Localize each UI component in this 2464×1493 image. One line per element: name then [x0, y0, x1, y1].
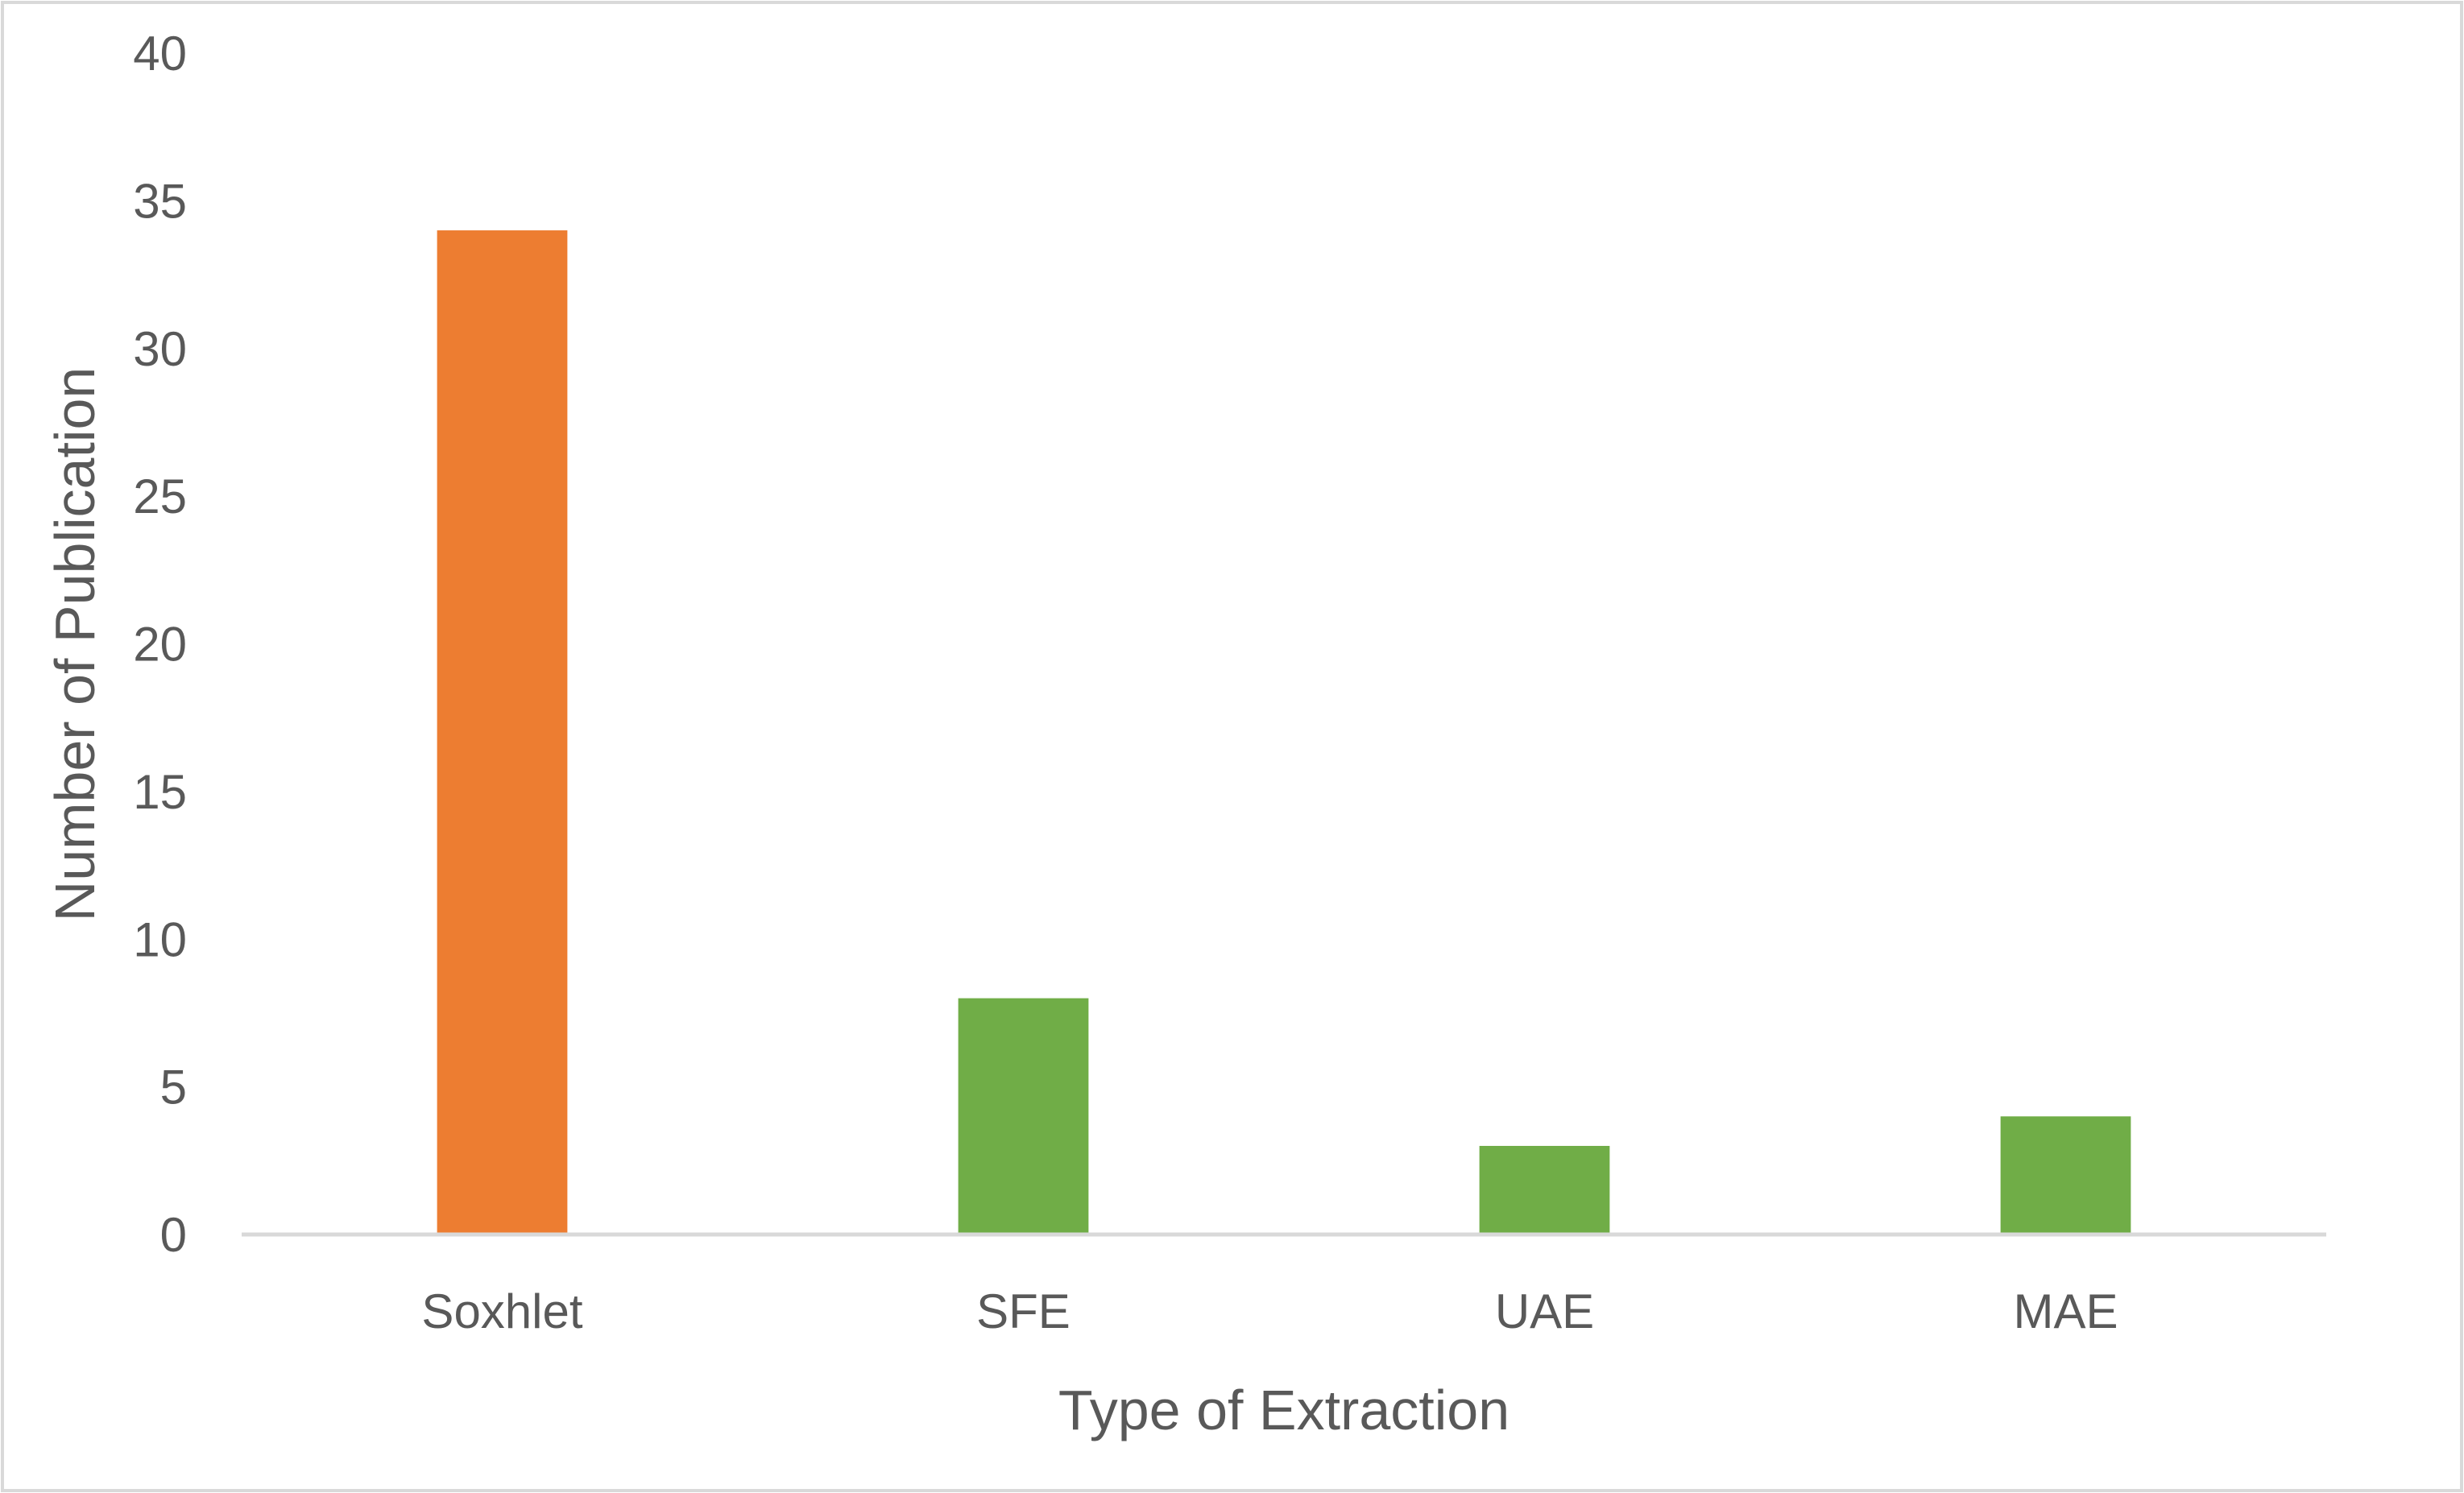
y-tick-label: 15 [133, 765, 187, 819]
x-axis: Soxhlet SFE UAE MAE [421, 1284, 2118, 1338]
x-axis-title: Type of Extraction [1058, 1379, 1509, 1441]
y-tick-label: 20 [133, 618, 187, 672]
x-tick-label: SFE [976, 1284, 1070, 1338]
y-tick-label: 10 [133, 912, 187, 966]
y-tick-label: 30 [133, 322, 187, 376]
bar-sfe [958, 998, 1089, 1235]
x-tick-label: UAE [1495, 1284, 1594, 1338]
y-tick-label: 40 [133, 27, 187, 81]
y-tick-label: 25 [133, 469, 187, 523]
y-axis-title: Number of Publication [43, 367, 106, 922]
y-tick-label: 5 [160, 1061, 187, 1115]
x-tick-label: MAE [2013, 1284, 2118, 1338]
bar-mae [2000, 1116, 2131, 1235]
x-tick-label: Soxhlet [421, 1284, 582, 1338]
y-tick-label: 35 [133, 174, 187, 228]
y-tick-label: 0 [160, 1208, 187, 1262]
y-axis: 0 5 10 15 20 25 30 35 40 [133, 27, 187, 1262]
bars [437, 230, 2131, 1235]
bar-uae [1479, 1145, 1610, 1235]
bar-soxhlet [437, 230, 568, 1235]
